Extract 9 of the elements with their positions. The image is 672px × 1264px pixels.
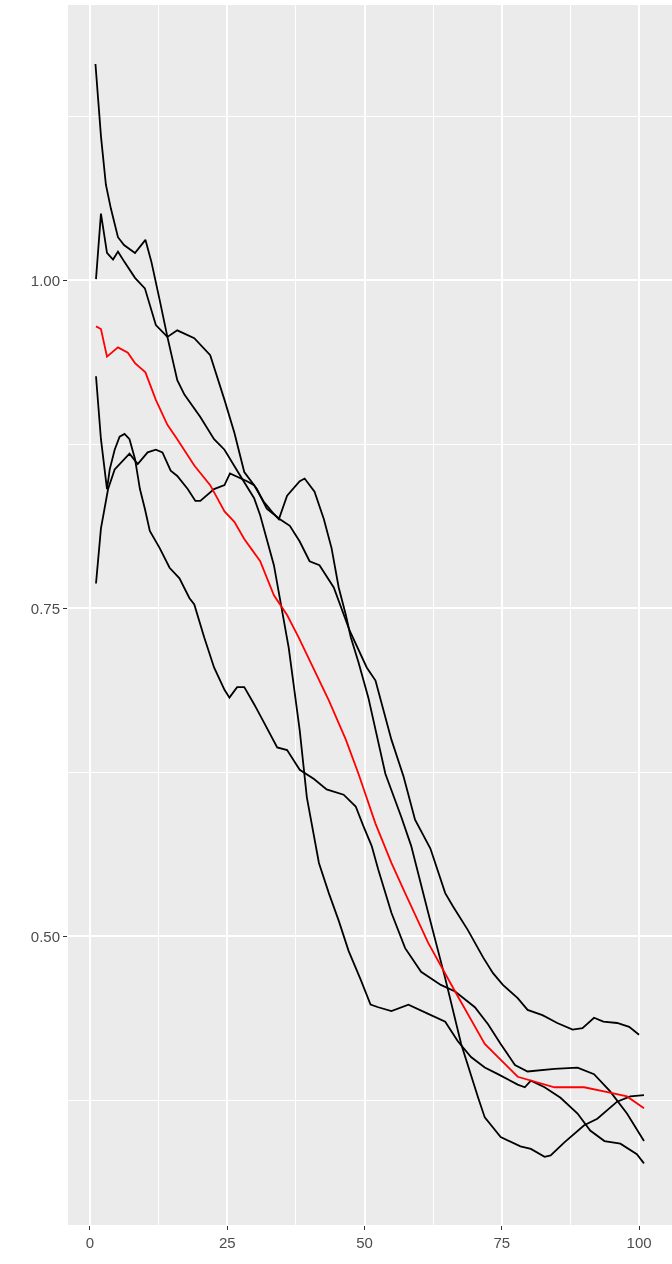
x-tick-label: 0: [85, 1234, 95, 1251]
x-tick-label: 50: [356, 1234, 373, 1251]
y-tick-label: 0.50: [30, 927, 60, 945]
x-tick-label: 75: [493, 1234, 511, 1251]
line-series: [94, 63, 645, 1165]
y-tick-label: 1.00: [30, 271, 60, 289]
x-tick-label: 25: [218, 1234, 236, 1251]
y-tick-label: 0.75: [30, 599, 60, 617]
x-tick-label: 100: [626, 1234, 652, 1251]
